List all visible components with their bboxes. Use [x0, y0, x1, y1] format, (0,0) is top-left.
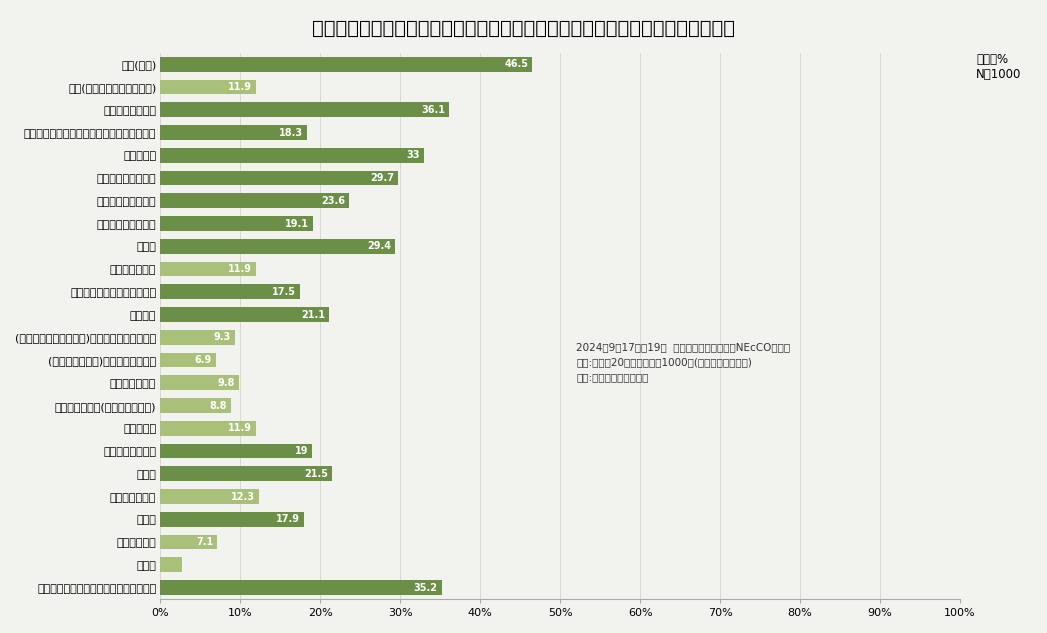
Text: 8.8: 8.8 — [209, 401, 227, 411]
Bar — [160, 398, 230, 413]
Text: 17.9: 17.9 — [275, 515, 299, 524]
Text: 35.2: 35.2 — [414, 582, 438, 592]
Text: 33: 33 — [406, 151, 420, 160]
Text: 9.3: 9.3 — [214, 332, 230, 342]
Text: 11.9: 11.9 — [227, 82, 251, 92]
Bar — [160, 375, 239, 390]
Bar — [160, 239, 396, 254]
Bar — [160, 125, 307, 140]
Text: 46.5: 46.5 — [505, 60, 528, 70]
Text: 29.4: 29.4 — [367, 241, 392, 251]
Bar — [160, 421, 255, 436]
Bar — [160, 171, 398, 185]
Text: 19.1: 19.1 — [285, 218, 309, 229]
Bar — [160, 558, 182, 572]
Bar — [160, 307, 329, 322]
Bar — [160, 467, 332, 481]
Text: 17.5: 17.5 — [272, 287, 296, 297]
Bar — [160, 535, 217, 549]
Text: 9.8: 9.8 — [218, 378, 235, 388]
Text: 19: 19 — [295, 446, 308, 456]
Bar — [160, 148, 424, 163]
Text: 29.7: 29.7 — [370, 173, 394, 183]
Bar — [160, 330, 235, 345]
Text: 12.3: 12.3 — [230, 492, 254, 501]
Bar — [160, 489, 259, 504]
Bar — [160, 353, 216, 368]
Text: 21.1: 21.1 — [302, 310, 326, 320]
Bar — [160, 261, 255, 277]
Bar — [160, 444, 312, 458]
Text: 11.9: 11.9 — [227, 264, 251, 274]
Text: 18.3: 18.3 — [279, 128, 303, 137]
Bar — [160, 103, 449, 117]
Text: 6.9: 6.9 — [195, 355, 211, 365]
Bar — [160, 580, 442, 595]
Text: 2024年9月17日～19日  株式会社ユーグレナ「NEcCO」調べ
対象:全国の20代以上の男女1000名(年代性別均等割付)
手法:インターネット調査: 2024年9月17日～19日 株式会社ユーグレナ「NEcCO」調べ 対象:全国の… — [576, 342, 790, 382]
Bar — [160, 57, 532, 72]
Bar — [160, 512, 304, 527]
Text: 災害時に避難するときに持ち出せる防災グッズとして、何を用意していますか？: 災害時に避難するときに持ち出せる防災グッズとして、何を用意していますか？ — [312, 19, 735, 38]
Bar — [160, 194, 349, 208]
Text: 23.6: 23.6 — [321, 196, 346, 206]
Bar — [160, 80, 255, 94]
Text: 7.1: 7.1 — [196, 537, 214, 547]
Bar — [160, 284, 300, 299]
Text: 11.9: 11.9 — [227, 423, 251, 434]
Text: 単位＝%
N＝1000: 単位＝% N＝1000 — [976, 53, 1021, 81]
Bar — [160, 216, 313, 231]
Text: 36.1: 36.1 — [421, 105, 445, 115]
Text: 21.5: 21.5 — [305, 469, 329, 479]
